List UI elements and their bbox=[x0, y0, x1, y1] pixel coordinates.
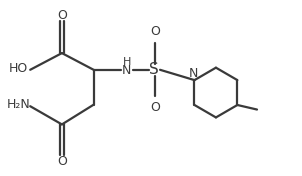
Text: O: O bbox=[57, 9, 67, 22]
Text: O: O bbox=[57, 155, 67, 168]
Text: S: S bbox=[149, 62, 159, 77]
Text: N: N bbox=[188, 67, 198, 80]
Text: H: H bbox=[123, 57, 132, 67]
Text: N: N bbox=[122, 64, 132, 77]
Text: H₂N: H₂N bbox=[7, 98, 31, 111]
Text: O: O bbox=[150, 25, 160, 38]
Text: O: O bbox=[150, 101, 160, 114]
Text: HO: HO bbox=[9, 62, 28, 75]
